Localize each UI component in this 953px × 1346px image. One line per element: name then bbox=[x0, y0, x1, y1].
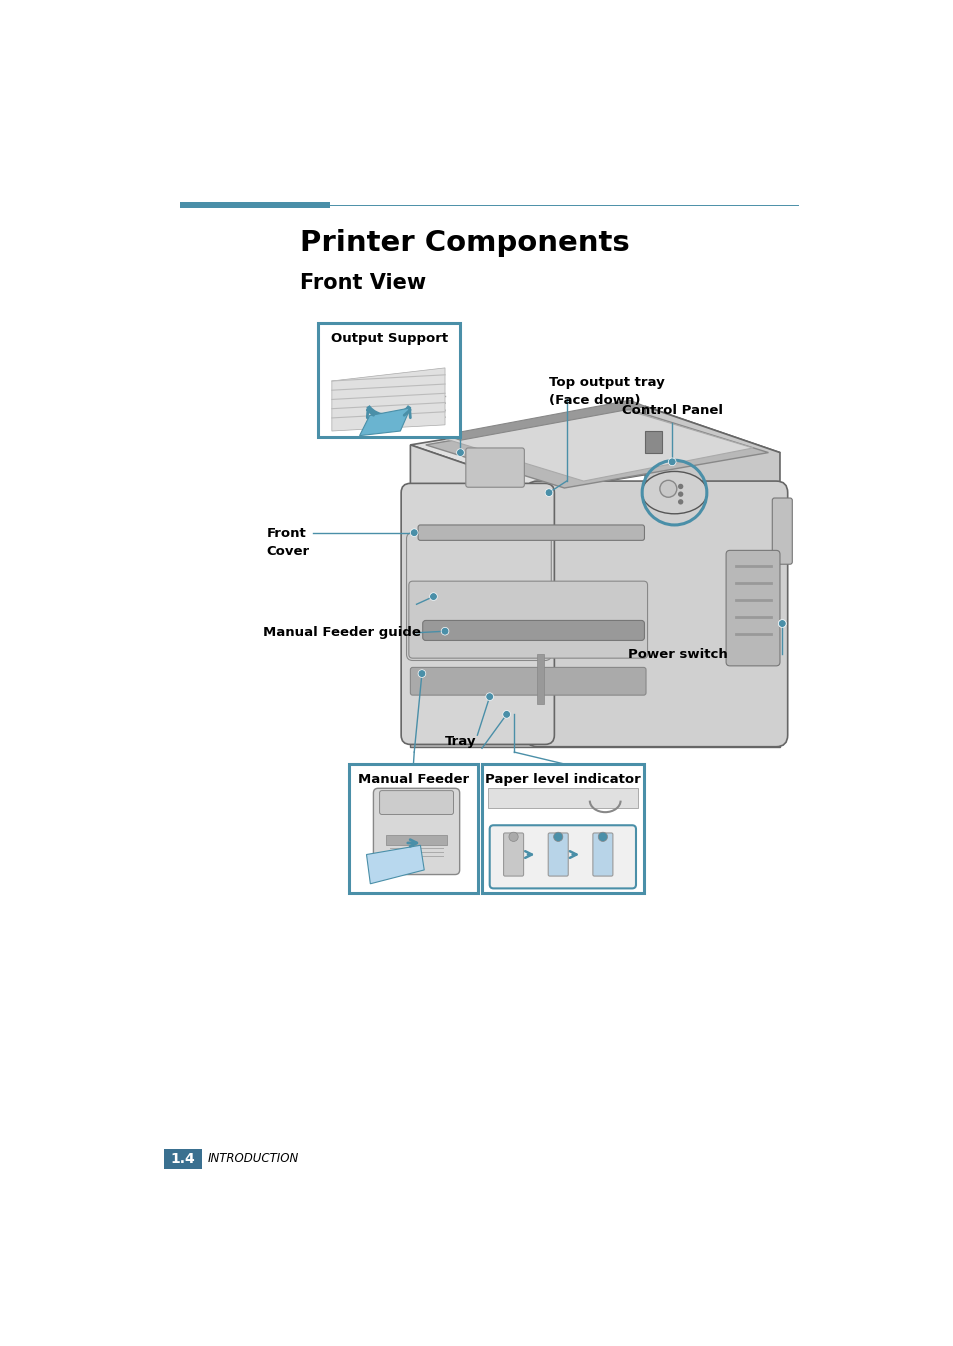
Polygon shape bbox=[644, 406, 780, 735]
Circle shape bbox=[440, 627, 449, 635]
Text: Printer Components: Printer Components bbox=[300, 229, 629, 257]
Text: INTRODUCTION: INTRODUCTION bbox=[208, 1152, 299, 1166]
Text: Manual Feeder: Manual Feeder bbox=[357, 773, 469, 786]
FancyBboxPatch shape bbox=[417, 525, 644, 540]
FancyBboxPatch shape bbox=[349, 763, 477, 892]
FancyBboxPatch shape bbox=[772, 498, 792, 564]
Circle shape bbox=[544, 489, 552, 497]
Polygon shape bbox=[410, 735, 780, 747]
FancyArrowPatch shape bbox=[569, 851, 576, 857]
Polygon shape bbox=[444, 400, 644, 440]
Circle shape bbox=[456, 448, 464, 456]
Polygon shape bbox=[425, 409, 767, 489]
Ellipse shape bbox=[641, 471, 706, 514]
Polygon shape bbox=[366, 845, 424, 884]
Circle shape bbox=[429, 592, 436, 600]
FancyBboxPatch shape bbox=[422, 621, 644, 641]
Circle shape bbox=[678, 499, 682, 505]
FancyBboxPatch shape bbox=[725, 551, 780, 666]
Circle shape bbox=[668, 458, 676, 466]
Circle shape bbox=[678, 491, 682, 497]
FancyBboxPatch shape bbox=[525, 481, 787, 747]
Circle shape bbox=[417, 670, 425, 677]
FancyBboxPatch shape bbox=[548, 833, 568, 876]
Text: Top output tray
(Face down): Top output tray (Face down) bbox=[548, 376, 664, 406]
FancyBboxPatch shape bbox=[465, 448, 524, 487]
Bar bbox=[537, 654, 543, 704]
FancyBboxPatch shape bbox=[410, 668, 645, 695]
FancyBboxPatch shape bbox=[592, 833, 612, 876]
FancyBboxPatch shape bbox=[400, 483, 554, 744]
FancyBboxPatch shape bbox=[503, 833, 523, 876]
FancyBboxPatch shape bbox=[409, 581, 647, 658]
FancyBboxPatch shape bbox=[489, 825, 636, 888]
Circle shape bbox=[410, 529, 417, 537]
Circle shape bbox=[778, 619, 785, 627]
Polygon shape bbox=[359, 408, 410, 436]
Polygon shape bbox=[332, 367, 444, 431]
Circle shape bbox=[553, 832, 562, 841]
Circle shape bbox=[778, 619, 785, 627]
Polygon shape bbox=[410, 406, 780, 491]
FancyBboxPatch shape bbox=[406, 533, 551, 661]
FancyArrowPatch shape bbox=[525, 851, 532, 857]
Text: 1.4: 1.4 bbox=[171, 1152, 195, 1166]
FancyBboxPatch shape bbox=[373, 789, 459, 875]
Text: Control Panel: Control Panel bbox=[621, 404, 722, 417]
Text: Paper level indicator: Paper level indicator bbox=[484, 773, 640, 786]
FancyArrowPatch shape bbox=[404, 409, 410, 417]
Circle shape bbox=[678, 483, 682, 489]
FancyArrowPatch shape bbox=[407, 840, 416, 847]
Circle shape bbox=[659, 481, 676, 497]
Text: Manual Feeder guide: Manual Feeder guide bbox=[262, 626, 420, 639]
Bar bbox=[385, 836, 447, 844]
Text: Power switch: Power switch bbox=[628, 647, 727, 661]
Text: Front
Cover: Front Cover bbox=[266, 528, 309, 559]
Polygon shape bbox=[410, 446, 544, 735]
Polygon shape bbox=[488, 789, 637, 809]
Circle shape bbox=[598, 832, 607, 841]
Bar bbox=[164, 1148, 202, 1168]
FancyBboxPatch shape bbox=[481, 763, 643, 892]
FancyArrowPatch shape bbox=[367, 409, 373, 417]
FancyBboxPatch shape bbox=[317, 323, 460, 437]
FancyBboxPatch shape bbox=[379, 790, 453, 814]
Circle shape bbox=[502, 711, 510, 719]
Bar bbox=[644, 431, 661, 452]
Text: Front View: Front View bbox=[300, 273, 426, 293]
Polygon shape bbox=[444, 406, 752, 481]
Circle shape bbox=[508, 832, 517, 841]
Bar bbox=[180, 202, 330, 209]
Circle shape bbox=[485, 693, 493, 700]
Text: Output Support: Output Support bbox=[331, 332, 447, 346]
Text: Tray: Tray bbox=[444, 735, 476, 748]
